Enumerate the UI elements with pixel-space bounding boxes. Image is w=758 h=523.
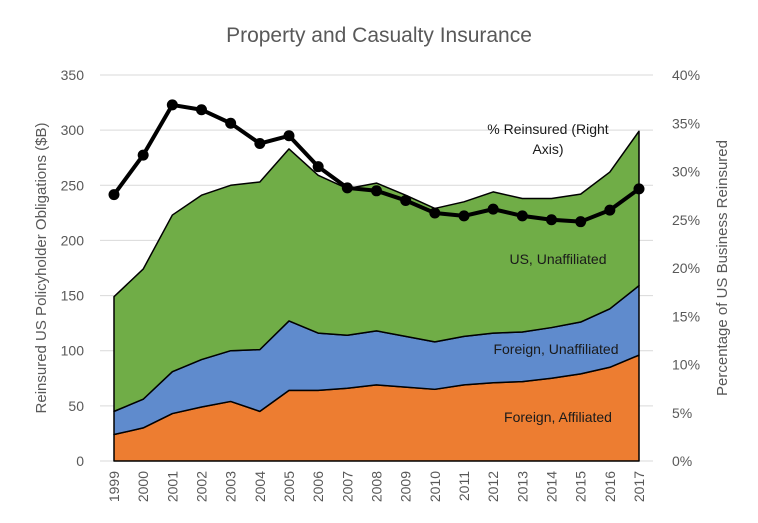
line-marker bbox=[516, 210, 528, 222]
x-tick-label: 2001 bbox=[164, 471, 180, 502]
label-reinsured-line-1: % Reinsured (Right bbox=[487, 121, 608, 137]
stacked-areas bbox=[113, 130, 640, 462]
line-marker bbox=[633, 183, 645, 195]
line-marker bbox=[341, 182, 353, 194]
x-tick-label: 2004 bbox=[252, 471, 268, 502]
y2-tick-label: 40% bbox=[672, 67, 700, 83]
y-tick-label: 100 bbox=[61, 343, 85, 359]
y2-axis-title: Percentage of US Business Reinsured bbox=[714, 140, 731, 396]
line-marker bbox=[108, 189, 120, 201]
line-marker bbox=[196, 104, 207, 116]
line-marker bbox=[166, 99, 178, 111]
x-tick-label: 2015 bbox=[573, 471, 589, 502]
y-tick-label: 250 bbox=[61, 177, 85, 193]
y2-tick-label: 10% bbox=[672, 357, 700, 373]
x-tick-label: 1999 bbox=[106, 471, 122, 502]
y2-tick-label: 25% bbox=[672, 212, 700, 228]
x-tick-label: 2014 bbox=[544, 471, 560, 502]
y-axis-right: 0% 5% 10% 15% 20% 25% 30% 35% 40% bbox=[672, 67, 700, 469]
x-tick-label: 2012 bbox=[485, 471, 501, 502]
chart-title: Property and Casualty Insurance bbox=[226, 24, 532, 47]
x-tick-label: 2017 bbox=[631, 471, 647, 502]
x-tick-label: 2009 bbox=[398, 471, 414, 502]
x-tick-label: 2010 bbox=[427, 471, 443, 502]
line-marker bbox=[575, 216, 587, 228]
x-tick-label: 2011 bbox=[456, 471, 472, 501]
x-tick-label: 2000 bbox=[135, 471, 151, 502]
y2-tick-label: 20% bbox=[672, 260, 700, 276]
line-marker bbox=[400, 194, 412, 206]
y2-tick-label: 35% bbox=[672, 115, 700, 131]
y-tick-label: 350 bbox=[61, 67, 85, 83]
line-marker bbox=[283, 130, 295, 142]
label-us-unaffiliated: US, Unaffiliated bbox=[509, 251, 606, 267]
y-tick-label: 150 bbox=[61, 288, 85, 304]
x-tick-label: 2006 bbox=[310, 471, 326, 502]
x-tick-label: 2005 bbox=[281, 471, 297, 502]
y2-tick-label: 5% bbox=[672, 405, 692, 421]
y2-tick-label: 0% bbox=[672, 453, 692, 469]
y-axis-left: 0 50 100 150 200 250 300 350 bbox=[61, 67, 85, 469]
line-marker bbox=[225, 117, 237, 129]
y-tick-label: 300 bbox=[61, 122, 85, 138]
x-tick-label: 2007 bbox=[339, 471, 355, 502]
label-foreign-unaffiliated: Foreign, Unaffiliated bbox=[493, 341, 618, 357]
line-marker bbox=[546, 214, 557, 226]
line-marker bbox=[487, 203, 499, 215]
line-marker bbox=[604, 204, 616, 216]
x-tick-label: 2002 bbox=[194, 471, 210, 502]
line-marker bbox=[458, 210, 470, 222]
y-tick-label: 200 bbox=[61, 232, 85, 248]
x-tick-label: 2016 bbox=[602, 471, 618, 502]
x-tick-label: 2013 bbox=[514, 471, 530, 502]
line-marker bbox=[371, 185, 382, 197]
x-tick-label: 2008 bbox=[369, 471, 385, 502]
line-marker bbox=[429, 207, 441, 219]
line-marker bbox=[312, 161, 324, 173]
area-us-unaffiliated bbox=[113, 130, 640, 413]
x-tick-label: 2003 bbox=[223, 471, 239, 502]
y2-tick-label: 30% bbox=[672, 164, 700, 180]
line-marker bbox=[254, 138, 266, 150]
y2-tick-label: 15% bbox=[672, 308, 700, 324]
label-foreign-affiliated: Foreign, Affiliated bbox=[504, 409, 612, 425]
y-tick-label: 50 bbox=[68, 398, 84, 414]
x-axis: 1999 2000 2001 2002 2003 2004 2005 2006 2007 2008… bbox=[106, 471, 647, 502]
y-tick-label: 0 bbox=[76, 453, 84, 469]
y-axis-title: Reinsured US Policyholder Obligations ($… bbox=[33, 123, 50, 414]
label-reinsured-line-2: Axis) bbox=[532, 141, 563, 157]
line-marker bbox=[137, 149, 149, 161]
reinsured-line bbox=[108, 99, 645, 228]
